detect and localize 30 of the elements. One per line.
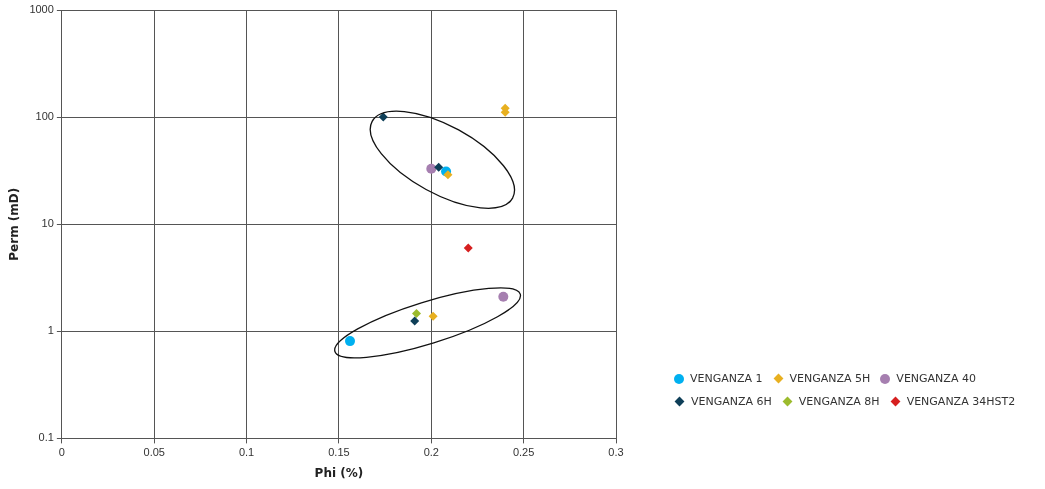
legend-label: VENGANZA 5H xyxy=(789,372,871,385)
x-tick-label: 0.2 xyxy=(423,446,439,459)
point xyxy=(426,163,437,174)
legend-label: VENGANZA 34HST2 xyxy=(906,395,1016,408)
x-tick-label: 0.1 xyxy=(238,446,255,459)
point xyxy=(463,243,473,253)
y-tick-label: 0.1 xyxy=(38,431,54,444)
x-tick-label: 0.25 xyxy=(512,446,535,459)
point xyxy=(378,112,388,122)
x-tick-label: 0.3 xyxy=(608,446,624,459)
x-axis-title: Phi (%) xyxy=(314,465,364,480)
point xyxy=(434,162,444,172)
y-tick-label: 10 xyxy=(41,217,54,230)
point xyxy=(428,311,438,321)
point xyxy=(498,291,509,302)
point xyxy=(412,308,422,318)
legend-label: VENGANZA 6H xyxy=(691,395,772,408)
point xyxy=(443,170,453,180)
y-axis-title: Perm (mD) xyxy=(7,187,22,261)
legend-label: VENGANZA 1 xyxy=(690,372,763,385)
y-tick-label: 1 xyxy=(47,324,54,337)
x-tick-label: 0 xyxy=(58,446,65,459)
x-tick-label: 0.05 xyxy=(143,446,165,459)
legend-label: VENGANZA 8H xyxy=(798,395,880,408)
y-tick-label: 1000 xyxy=(29,3,54,16)
point xyxy=(345,336,356,347)
point xyxy=(410,316,420,326)
y-tick-label: 100 xyxy=(35,110,54,123)
legend-label: VENGANZA 40 xyxy=(896,372,976,385)
x-tick-label: 0.15 xyxy=(328,446,350,459)
